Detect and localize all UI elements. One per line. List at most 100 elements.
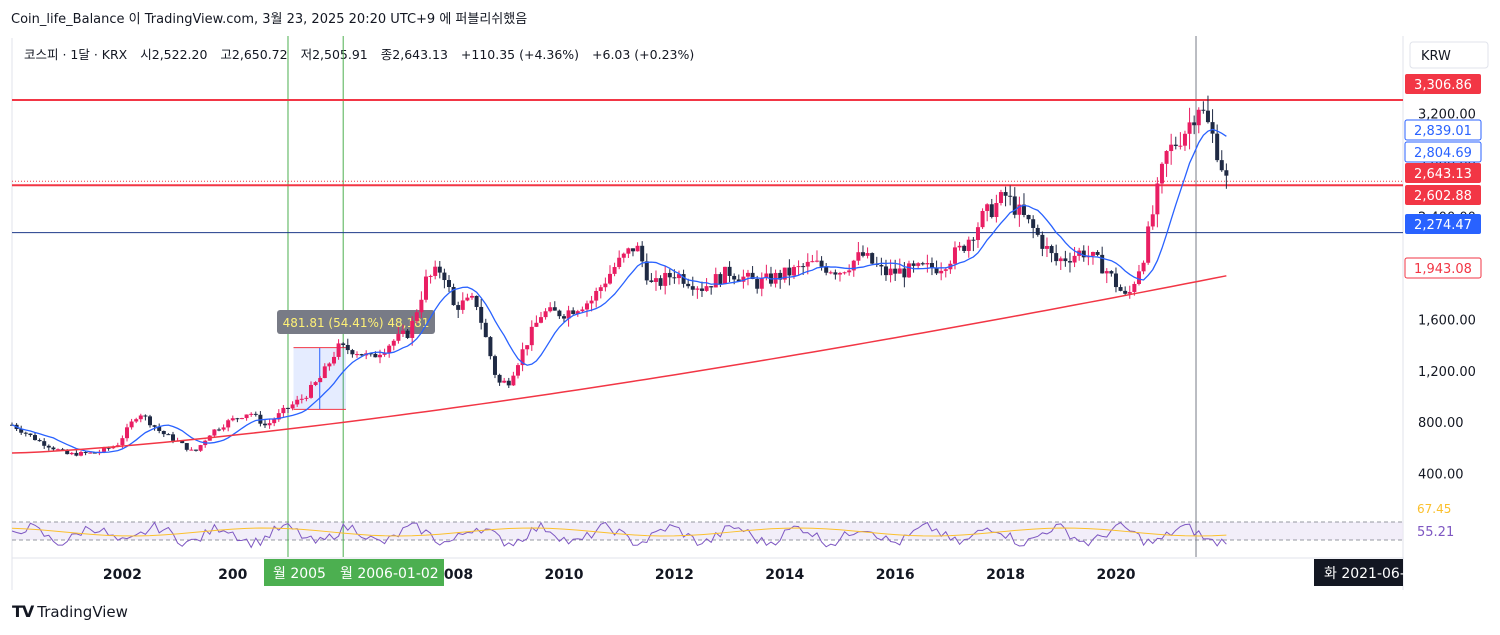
candle-body	[124, 427, 129, 439]
candle-body	[1118, 287, 1123, 291]
candle-body	[787, 267, 792, 276]
candle-body	[653, 278, 658, 282]
candle-body	[589, 300, 594, 304]
price-badge[interactable]	[1405, 74, 1481, 94]
publish-caption: Coin_life_Balance 이 TradingView.com, 3월 …	[11, 12, 528, 27]
candle-body	[433, 266, 438, 276]
candle-body	[1196, 109, 1201, 126]
candle-body	[952, 247, 957, 264]
price-chart[interactable]: 481.81 (54.41%) 48,181 400.00 800.00 1,200.…	[0, 0, 1500, 600]
currency-box[interactable]	[1409, 41, 1489, 69]
candle-body	[1109, 271, 1114, 274]
brand-name[interactable]: TradingView	[37, 602, 128, 621]
candle-body	[1141, 262, 1146, 272]
candle-body	[1026, 214, 1031, 220]
candle-body	[1224, 170, 1229, 176]
candle-body	[897, 268, 902, 274]
measure-label: 481.81 (54.41%) 48,181	[283, 316, 430, 330]
candle-body	[584, 303, 589, 310]
candle-body	[377, 354, 382, 358]
candle-body	[603, 283, 608, 288]
candle-body	[483, 322, 488, 338]
candle-body	[607, 273, 612, 284]
candle-body	[538, 317, 543, 323]
candle-body	[741, 276, 746, 282]
candle-body	[166, 434, 171, 436]
candle-body	[1173, 144, 1178, 147]
candle-body	[253, 413, 258, 415]
candle-body	[55, 449, 60, 451]
rsi-ma-line	[11, 527, 1227, 537]
candle-body	[837, 272, 842, 275]
candle-body	[985, 204, 990, 211]
price-badge[interactable]	[1405, 214, 1481, 234]
y-tick-label: 1,600.00	[1418, 313, 1476, 328]
candle-body	[88, 452, 93, 454]
candle-body	[350, 350, 355, 355]
candle-body	[704, 286, 709, 291]
candle-body	[226, 420, 231, 428]
candle-body	[548, 307, 553, 312]
candle-body	[640, 245, 645, 262]
candle-body	[336, 343, 341, 357]
symbol-label[interactable]: 코스피 · 1달 · KRX	[24, 47, 128, 62]
candle-body	[658, 278, 663, 286]
candle-body	[469, 295, 474, 298]
candle-body	[1201, 109, 1206, 111]
candle-body	[957, 245, 962, 248]
x-tick-label: 2002	[103, 567, 142, 583]
candle-body	[221, 427, 226, 430]
price-badge[interactable]	[1404, 141, 1482, 163]
candle-body	[833, 272, 838, 275]
candle-body	[354, 354, 359, 356]
candle-body	[1182, 133, 1187, 146]
candle-body	[295, 399, 300, 405]
candle-body	[345, 344, 350, 351]
candle-body	[814, 260, 819, 262]
candle-body	[989, 204, 994, 218]
candle-body	[276, 413, 281, 420]
candle-body	[865, 253, 870, 256]
candle-body	[134, 419, 139, 422]
candle-body	[893, 268, 898, 274]
x-tick-label: 2016	[876, 567, 915, 583]
candle-body	[272, 419, 277, 424]
rsi-band	[12, 522, 1403, 540]
candle-body	[1031, 219, 1036, 228]
price-badge-label: 2,602.88	[1414, 189, 1472, 204]
candle-body	[561, 316, 566, 319]
candle-body	[428, 275, 433, 277]
candle-body	[249, 413, 254, 415]
price-badge[interactable]	[1404, 257, 1482, 279]
candle-body	[198, 445, 203, 451]
open-value: 2,522.20	[151, 47, 208, 62]
currency-label: KRW	[1421, 49, 1451, 64]
low-value: 2,505.91	[312, 47, 368, 62]
candle-body	[1127, 291, 1132, 294]
candle-body	[1072, 255, 1077, 263]
candle-body	[667, 272, 672, 278]
candle-body	[267, 423, 272, 426]
candle-body	[212, 429, 217, 436]
candle-body	[644, 261, 649, 281]
high-label: 고	[220, 47, 232, 62]
candle-body	[713, 274, 718, 288]
candle-body	[1215, 133, 1220, 161]
price-badge[interactable]	[1405, 163, 1481, 183]
candle-body	[161, 430, 166, 435]
crosshair-date-bg	[1314, 559, 1403, 586]
candle-body	[727, 266, 732, 276]
candle-body	[515, 365, 520, 376]
price-badge[interactable]	[1405, 185, 1481, 205]
footer-branding: TV TradingView	[12, 602, 128, 621]
y-tick-label: 400.00	[1418, 468, 1464, 483]
close-label: 종	[380, 47, 393, 62]
candle-body	[230, 418, 235, 421]
candle-body	[442, 272, 447, 281]
x-tick-label: 2012	[655, 567, 694, 583]
price-badge[interactable]	[1404, 119, 1482, 141]
y-tick-label: 3,200.00	[1418, 108, 1476, 123]
candle-body	[189, 449, 194, 451]
candle-body	[281, 407, 286, 414]
candle-body	[322, 366, 327, 379]
